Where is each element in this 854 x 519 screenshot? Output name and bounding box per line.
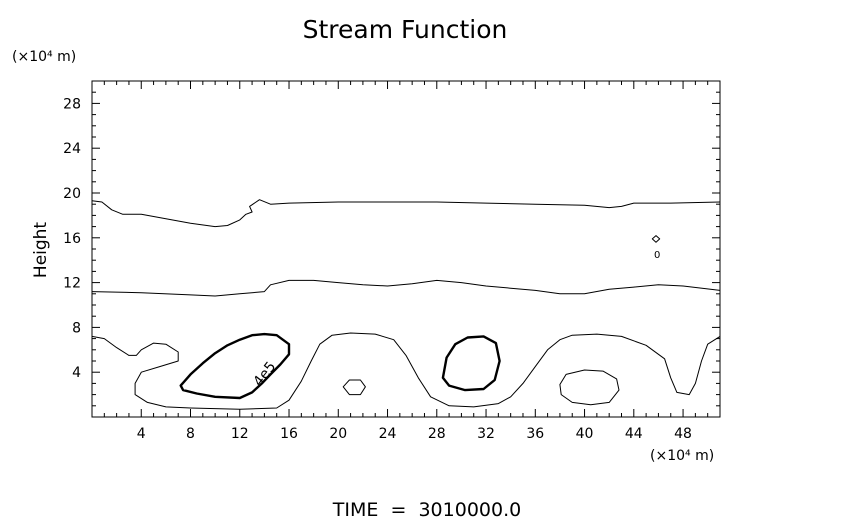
chart-title: Stream Function — [303, 15, 508, 44]
x-tick-label: 4 — [137, 426, 146, 442]
contour-4e5 — [441, 335, 501, 392]
y-tick-label: 16 — [63, 231, 81, 247]
x-tick-label: 8 — [186, 426, 195, 442]
x-tick-label: 44 — [625, 426, 643, 442]
x-tick-label: 20 — [329, 426, 347, 442]
time-footer: TIME = 3010000.0 — [332, 499, 521, 519]
contour-lower — [91, 332, 721, 410]
y-tick-label: 4 — [72, 365, 81, 381]
y-unit-label: (×10⁴ m) — [12, 49, 76, 65]
x-tick-label: 28 — [428, 426, 446, 442]
x-tick-label: 16 — [280, 426, 298, 442]
contour-label-4e5: 4e5 — [250, 359, 279, 390]
x-tick-label: 36 — [526, 426, 544, 442]
contour-zero — [651, 235, 661, 243]
y-tick-label: 20 — [63, 186, 81, 202]
contour-inner — [342, 379, 366, 396]
axis-ticks — [92, 81, 720, 417]
x-unit-label: (×10⁴ m) — [650, 448, 714, 464]
contour-upper — [91, 199, 721, 228]
x-tick-label: 24 — [379, 426, 397, 442]
contour-inner — [559, 369, 620, 406]
x-tick-label: 12 — [231, 426, 249, 442]
contour-middle — [91, 279, 721, 297]
y-tick-label: 8 — [72, 320, 81, 336]
contour-label-zero: 0 — [654, 250, 660, 261]
y-tick-label: 24 — [63, 141, 81, 157]
y-axis-label: Height — [31, 222, 51, 279]
contour-lines — [91, 199, 721, 410]
plot-frame — [91, 80, 721, 418]
contour-4e5 — [179, 332, 291, 400]
x-tick-label: 32 — [477, 426, 495, 442]
x-tick-label: 40 — [576, 426, 594, 442]
x-tick-label: 48 — [674, 426, 692, 442]
y-tick-label: 28 — [63, 96, 81, 112]
y-tick-label: 12 — [63, 276, 81, 292]
